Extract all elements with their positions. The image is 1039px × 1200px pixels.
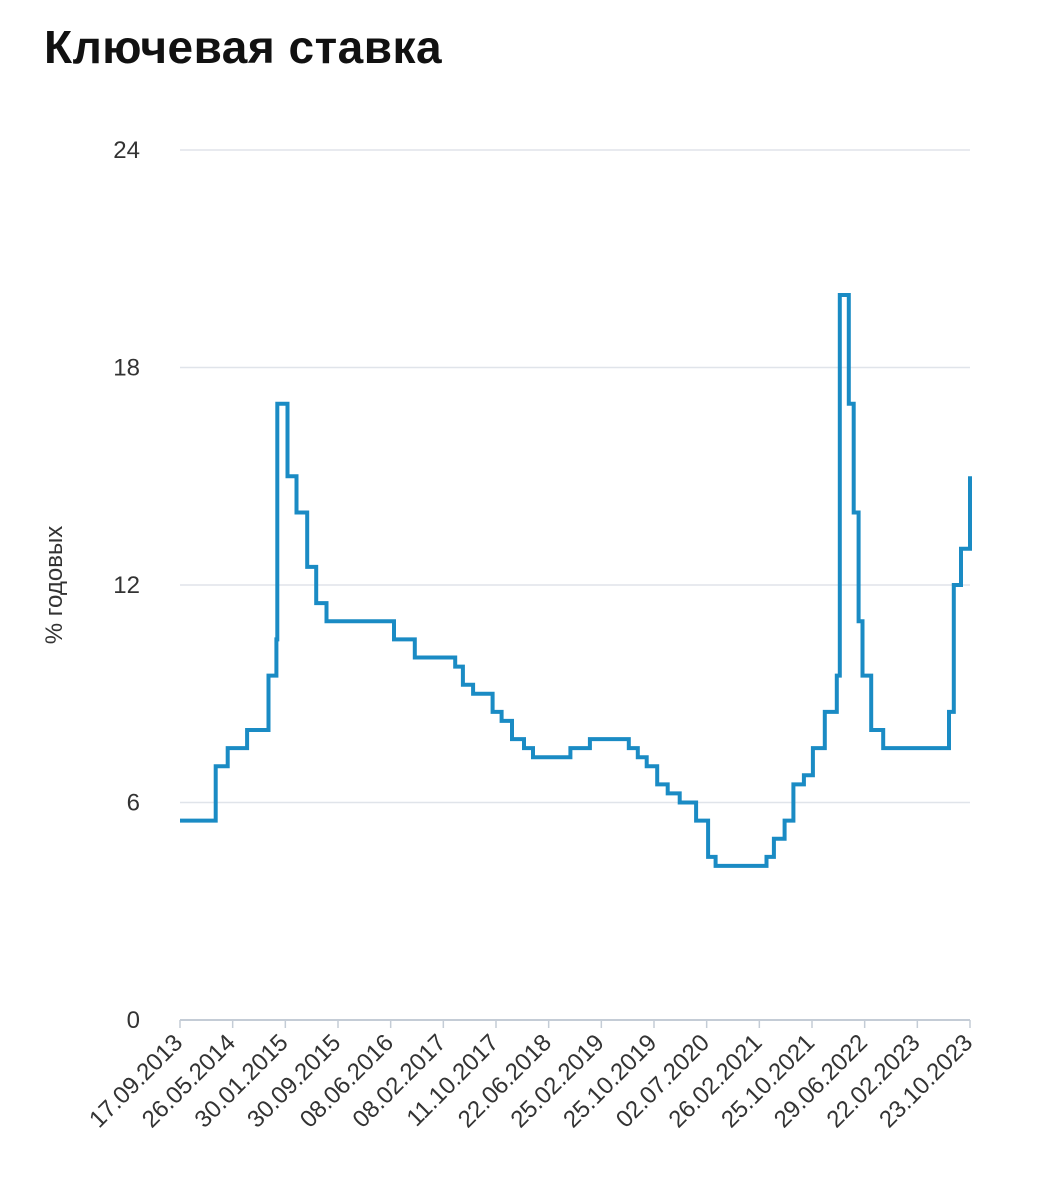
key-rate-line [180,293,972,868]
y-axis-ticks: 0 6 12 18 24 [113,137,140,1034]
chart-title: Ключевая ставка [44,21,443,73]
y-axis-title: % годовых [41,526,68,644]
grid-lines [180,149,970,1021]
y-tick-label: 0 [127,1007,140,1034]
y-tick-label: 24 [113,137,140,164]
y-tick-label: 12 [113,572,140,599]
x-axis-ticks: 17.09.201326.05.201430.01.201530.09.2015… [84,1020,978,1133]
y-tick-label: 18 [113,355,140,382]
y-tick-label: 6 [127,790,140,817]
